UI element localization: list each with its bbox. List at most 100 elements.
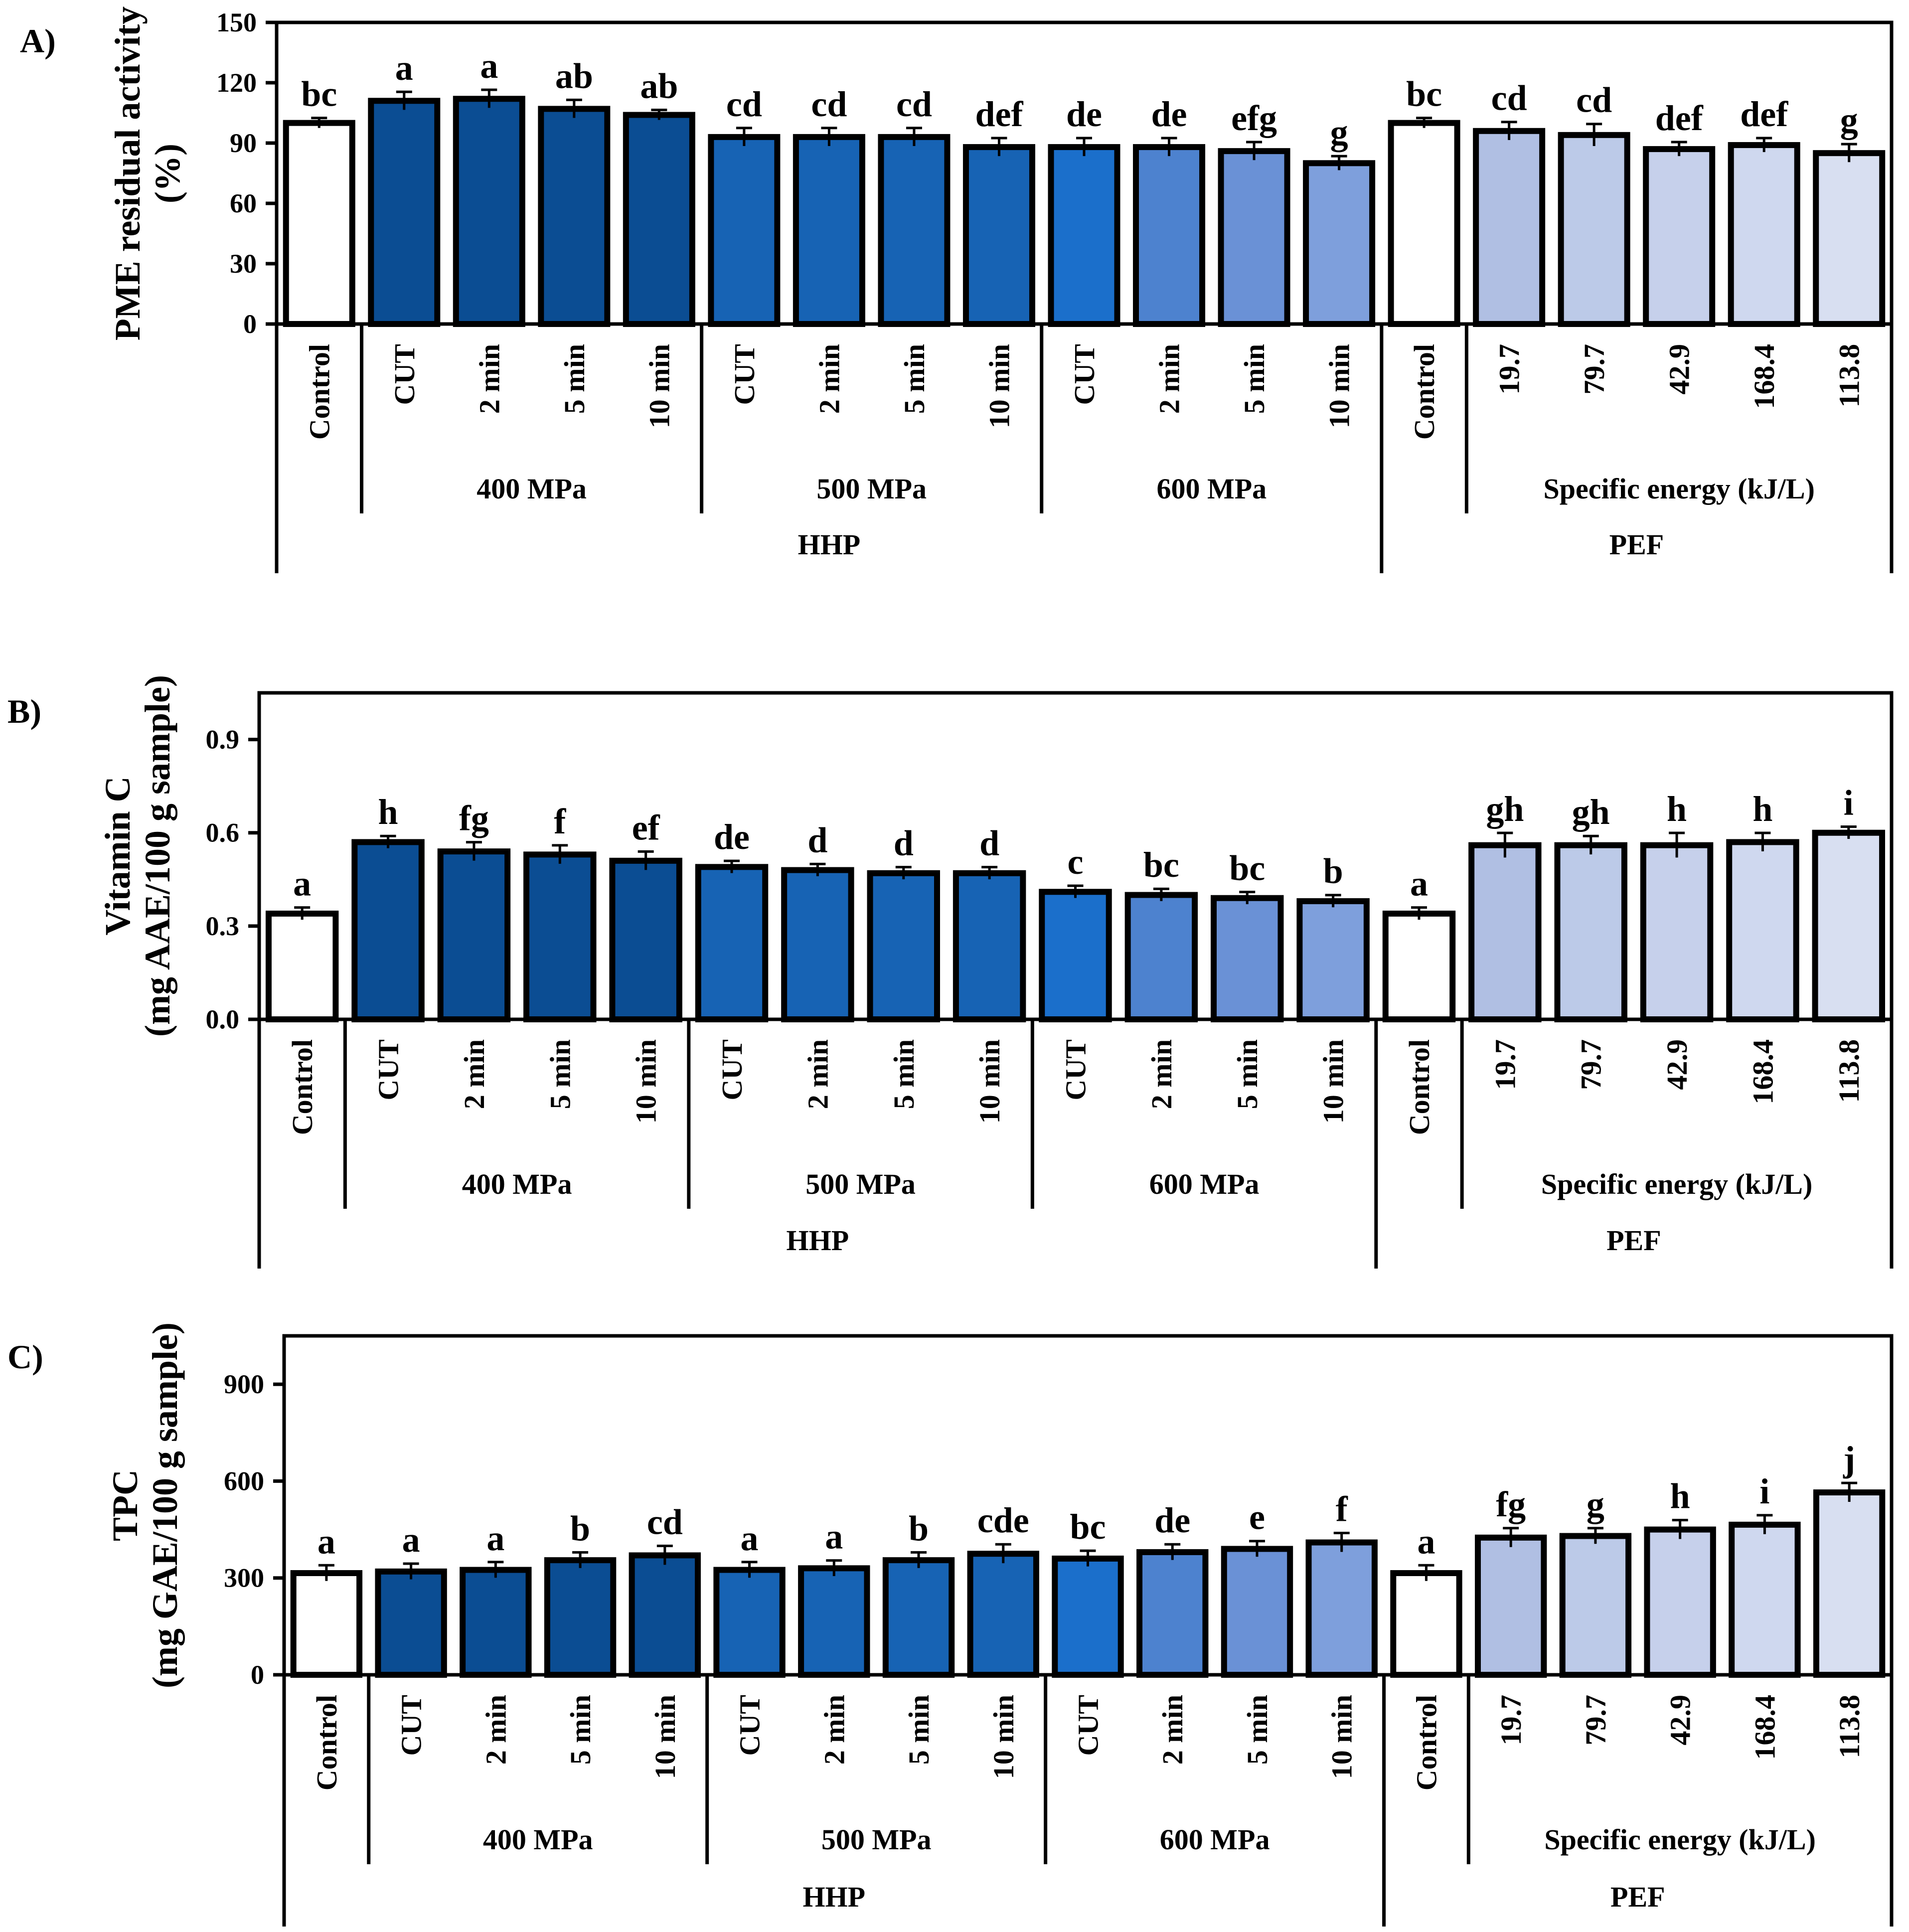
bar [1218,148,1290,327]
category-label: CUT [1068,344,1101,405]
plot-frame [257,691,1894,1021]
bar [1388,120,1460,327]
significance-letter: cd [647,1502,683,1542]
y-axis-label: (%) [148,144,187,203]
category-label: CUT [372,1039,405,1100]
group-label: Specific energy (kJ/L) [1543,473,1814,505]
category-label: 42.9 [1664,1695,1697,1746]
significance-letter: d [894,823,914,863]
category-label: Control [286,1039,318,1135]
y-tick-label: 0.0 [206,1004,240,1034]
panel-label: A) [20,22,56,60]
y-tick-label: 300 [224,1563,264,1593]
supergroup-label: HHP [802,1881,865,1913]
bar [695,864,769,1023]
y-tick-label: 600 [224,1466,264,1496]
bar [1221,1546,1293,1678]
bar [1729,1521,1801,1678]
bar [1813,150,1886,327]
category-label: CUT [716,1039,748,1100]
significance-letter: de [714,817,750,857]
chart-panel-2: B) Vitamin C (mg AAE/100 g sample) 0.0 0.3 0.… [7,675,1894,1269]
significance-letter: de [1066,94,1102,134]
bar [453,96,525,327]
category-label: CUT [395,1695,428,1756]
significance-letter: bc [1406,74,1442,114]
bar [460,1567,532,1678]
significance-letter: a [395,48,413,88]
significance-letter: cd [726,84,762,124]
significance-letter: h [1667,789,1687,829]
category-label: CUT [1072,1695,1105,1756]
category-label: 168.4 [1747,1039,1779,1105]
plot-frame [282,1334,1894,1677]
category-label: 113.8 [1833,1695,1866,1758]
bar [1644,1526,1716,1678]
group-label: Specific energy (kJ/L) [1544,1823,1815,1856]
y-tick-label: 0 [251,1660,264,1690]
significance-letter: bc [1070,1507,1106,1547]
bar [1136,1549,1209,1678]
bar [351,839,425,1023]
category-label: 42.9 [1661,1039,1693,1090]
category-label: 113.8 [1833,344,1866,407]
significance-letter: cd [896,84,932,124]
bar [368,98,441,327]
significance-letter: f [554,802,566,841]
bar [283,120,355,327]
bar [1303,160,1376,327]
significance-letter: def [1655,98,1704,138]
bar [1640,842,1714,1022]
bar [1554,842,1627,1022]
chart-panel-1: A) PME residual activity (%) 0 30 60 90 120 150 b… [20,6,1894,573]
category-label: 5 min [1238,344,1271,414]
bar [1812,829,1886,1022]
category-label: 10 min [643,344,675,428]
bar [967,1551,1039,1678]
bar [523,851,597,1023]
significance-letter: g [1330,112,1348,152]
significance-letter: de [1154,1500,1190,1540]
category-label: 5 min [903,1695,935,1765]
category-label: 10 min [973,1039,1006,1124]
category-label: 10 min [1323,344,1356,428]
category-label: 79.7 [1578,344,1610,395]
category-label: CUT [388,344,421,405]
y-tick-label: 90 [230,128,257,158]
significance-letter: cde [977,1500,1029,1540]
category-label: 5 min [1231,1039,1264,1109]
y-axis-label: TPC [105,1469,145,1541]
bar [962,144,1035,327]
supergroup-label: PEF [1609,528,1664,561]
bar [265,910,339,1023]
bar [1305,1539,1378,1678]
category-label: 2 min [801,1039,834,1109]
y-tick-label: 900 [224,1369,264,1399]
category-label: 19.7 [1489,1039,1521,1090]
y-axis-label: (mg GAE/100 g sample) [145,1322,185,1688]
group-label: 500 MPa [816,473,927,505]
bar [1813,1489,1886,1678]
category-label: 168.4 [1749,1695,1781,1760]
bar [290,1570,363,1678]
category-label: 5 min [544,1039,576,1109]
group-label: 400 MPa [462,1168,572,1200]
significance-letter: e [1249,1497,1265,1537]
bar [1558,132,1630,327]
significance-letter: d [979,823,999,863]
bar [609,857,682,1023]
category-label: 19.7 [1493,344,1526,395]
category-label: 5 min [564,1695,597,1765]
significance-letter: ab [555,56,593,96]
category-label: 2 min [1145,1039,1178,1109]
y-tick-label: 150 [216,7,257,37]
significance-letter: h [1670,1476,1690,1516]
panel-label: C) [7,1338,43,1376]
category-label: Control [303,344,335,440]
significance-letter: i [1844,783,1854,822]
significance-letter: de [1151,94,1187,134]
bar [1048,144,1120,327]
significance-letter: g [1587,1484,1604,1524]
bar [713,1567,786,1678]
significance-letter: bc [1143,845,1179,885]
